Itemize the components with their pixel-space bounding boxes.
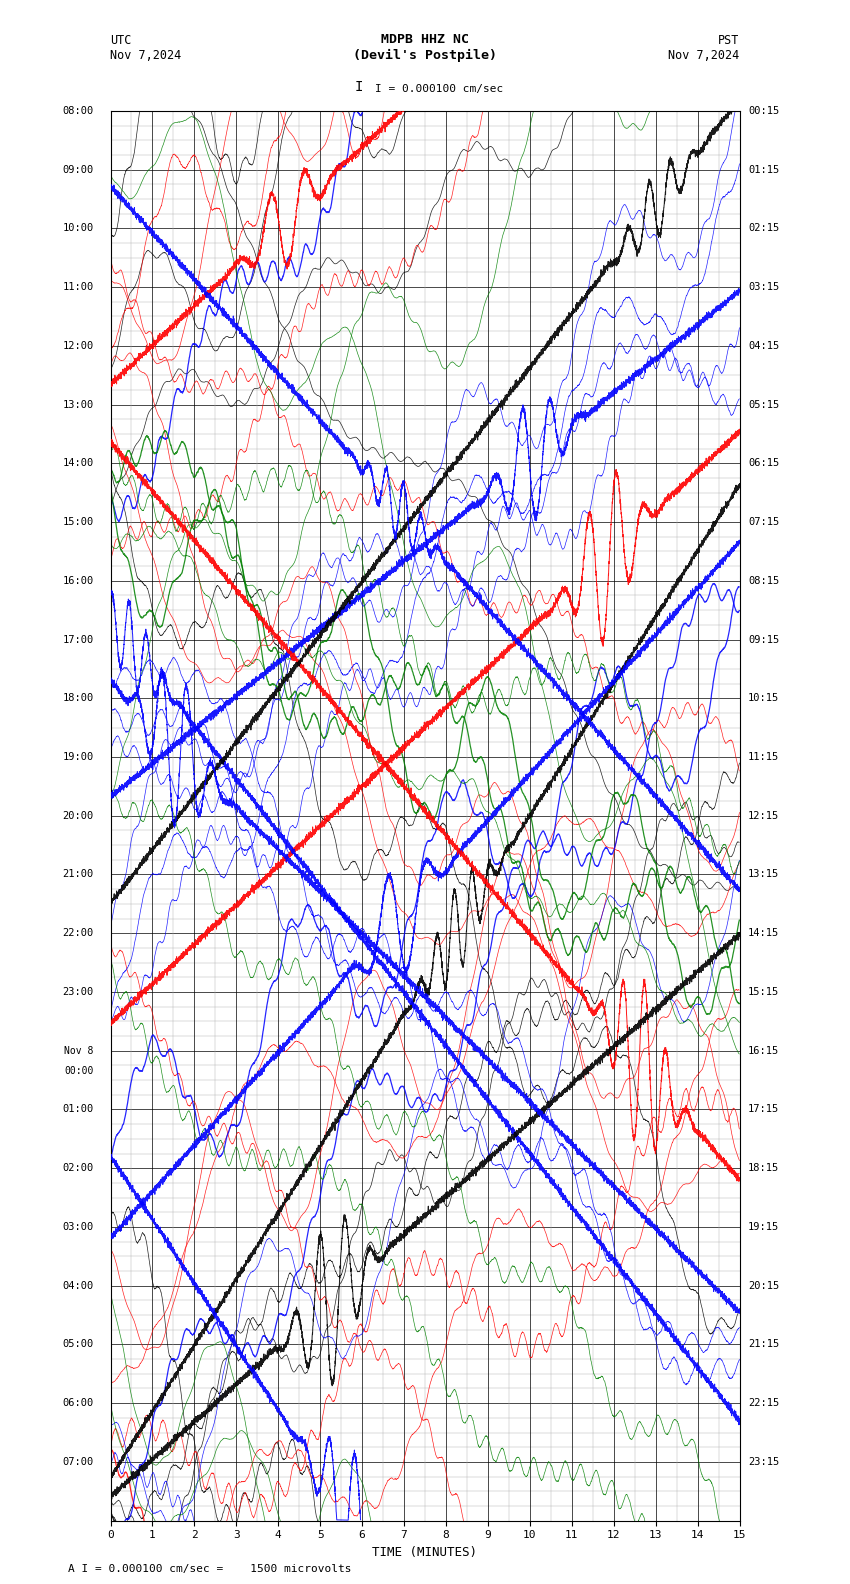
Text: 04:00: 04:00 <box>63 1281 94 1291</box>
Text: 19:15: 19:15 <box>748 1221 779 1232</box>
Text: 23:15: 23:15 <box>748 1457 779 1467</box>
Text: A I = 0.000100 cm/sec =    1500 microvolts: A I = 0.000100 cm/sec = 1500 microvolts <box>68 1565 352 1574</box>
Text: 02:00: 02:00 <box>63 1163 94 1174</box>
Text: 15:15: 15:15 <box>748 987 779 996</box>
Text: 09:00: 09:00 <box>63 165 94 174</box>
Text: 02:15: 02:15 <box>748 223 779 233</box>
Text: 19:00: 19:00 <box>63 752 94 762</box>
Text: 06:00: 06:00 <box>63 1399 94 1408</box>
Text: 09:15: 09:15 <box>748 635 779 645</box>
Text: 06:15: 06:15 <box>748 458 779 469</box>
Text: 04:15: 04:15 <box>748 341 779 350</box>
Text: 16:15: 16:15 <box>748 1045 779 1055</box>
Text: 15:00: 15:00 <box>63 516 94 527</box>
Text: 01:00: 01:00 <box>63 1104 94 1115</box>
Text: 14:15: 14:15 <box>748 928 779 938</box>
Text: 10:15: 10:15 <box>748 694 779 703</box>
Text: 07:15: 07:15 <box>748 516 779 527</box>
Text: 17:00: 17:00 <box>63 635 94 645</box>
X-axis label: TIME (MINUTES): TIME (MINUTES) <box>372 1546 478 1559</box>
Text: UTC
Nov 7,2024: UTC Nov 7,2024 <box>110 33 182 62</box>
Text: 08:15: 08:15 <box>748 577 779 586</box>
Text: 21:00: 21:00 <box>63 870 94 879</box>
Text: 12:00: 12:00 <box>63 341 94 350</box>
Text: 08:00: 08:00 <box>63 106 94 116</box>
Text: 23:00: 23:00 <box>63 987 94 996</box>
Text: 11:00: 11:00 <box>63 282 94 291</box>
Text: MDPB HHZ NC
(Devil's Postpile): MDPB HHZ NC (Devil's Postpile) <box>353 33 497 62</box>
Text: 12:15: 12:15 <box>748 811 779 821</box>
Text: 13:00: 13:00 <box>63 399 94 410</box>
Text: 03:15: 03:15 <box>748 282 779 291</box>
Text: 20:00: 20:00 <box>63 811 94 821</box>
Text: 01:15: 01:15 <box>748 165 779 174</box>
Text: 00:00: 00:00 <box>65 1066 94 1076</box>
Text: 18:00: 18:00 <box>63 694 94 703</box>
Text: 05:00: 05:00 <box>63 1340 94 1350</box>
Text: Nov 8: Nov 8 <box>65 1045 94 1055</box>
Text: 07:00: 07:00 <box>63 1457 94 1467</box>
Text: I: I <box>354 79 363 93</box>
Text: 20:15: 20:15 <box>748 1281 779 1291</box>
Text: 16:00: 16:00 <box>63 577 94 586</box>
Text: 11:15: 11:15 <box>748 752 779 762</box>
Text: 22:15: 22:15 <box>748 1399 779 1408</box>
Text: I = 0.000100 cm/sec: I = 0.000100 cm/sec <box>375 84 503 93</box>
Text: 05:15: 05:15 <box>748 399 779 410</box>
Text: PST
Nov 7,2024: PST Nov 7,2024 <box>668 33 740 62</box>
Text: 21:15: 21:15 <box>748 1340 779 1350</box>
Text: 13:15: 13:15 <box>748 870 779 879</box>
Text: 22:00: 22:00 <box>63 928 94 938</box>
Text: 03:00: 03:00 <box>63 1221 94 1232</box>
Text: 17:15: 17:15 <box>748 1104 779 1115</box>
Text: 18:15: 18:15 <box>748 1163 779 1174</box>
Text: 00:15: 00:15 <box>748 106 779 116</box>
Text: 10:00: 10:00 <box>63 223 94 233</box>
Text: 14:00: 14:00 <box>63 458 94 469</box>
